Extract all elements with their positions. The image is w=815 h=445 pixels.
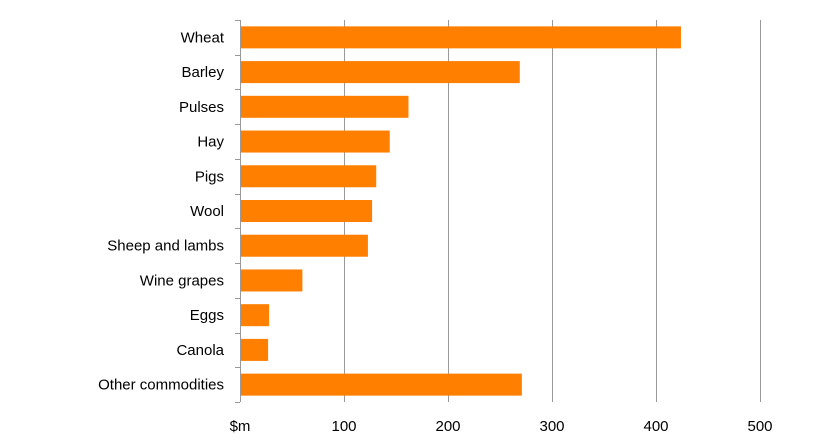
- x-tick-labels: $m 100 200 300 400 500: [230, 418, 773, 435]
- category-label: Sheep and lambs: [107, 238, 224, 255]
- bar: [240, 338, 269, 361]
- category-label: Pigs: [195, 168, 224, 185]
- x-tick-label: $m: [230, 418, 251, 435]
- x-tick-label: 300: [539, 418, 564, 435]
- x-tick-label: 500: [747, 418, 772, 435]
- category-labels: Wheat Barley Pulses Hay Pigs Wool Sheep and la…: [98, 29, 225, 393]
- x-tick-label: 100: [331, 418, 356, 435]
- category-label: Canola: [176, 342, 224, 359]
- bar: [240, 61, 520, 84]
- category-label: Wool: [190, 203, 224, 220]
- bar: [240, 373, 522, 396]
- category-label: Wheat: [181, 29, 225, 46]
- category-label: Other commodities: [98, 377, 224, 394]
- gridlines: [344, 20, 761, 402]
- bar: [240, 95, 409, 118]
- category-label: Pulses: [179, 99, 224, 116]
- bar: [240, 234, 368, 257]
- bar: [240, 26, 681, 49]
- bar: [240, 200, 373, 222]
- category-label: Eggs: [190, 307, 224, 324]
- bar: [240, 304, 270, 327]
- category-label: Wine grapes: [140, 272, 224, 289]
- bar: [240, 269, 303, 292]
- category-label: Barley: [181, 64, 224, 81]
- x-tick-label: 400: [643, 418, 668, 435]
- bar: [240, 165, 377, 188]
- category-label: Hay: [197, 134, 224, 151]
- bars: [240, 26, 681, 396]
- x-tick-label: 200: [435, 418, 460, 435]
- bar: [240, 130, 390, 153]
- y-axis: [235, 20, 241, 403]
